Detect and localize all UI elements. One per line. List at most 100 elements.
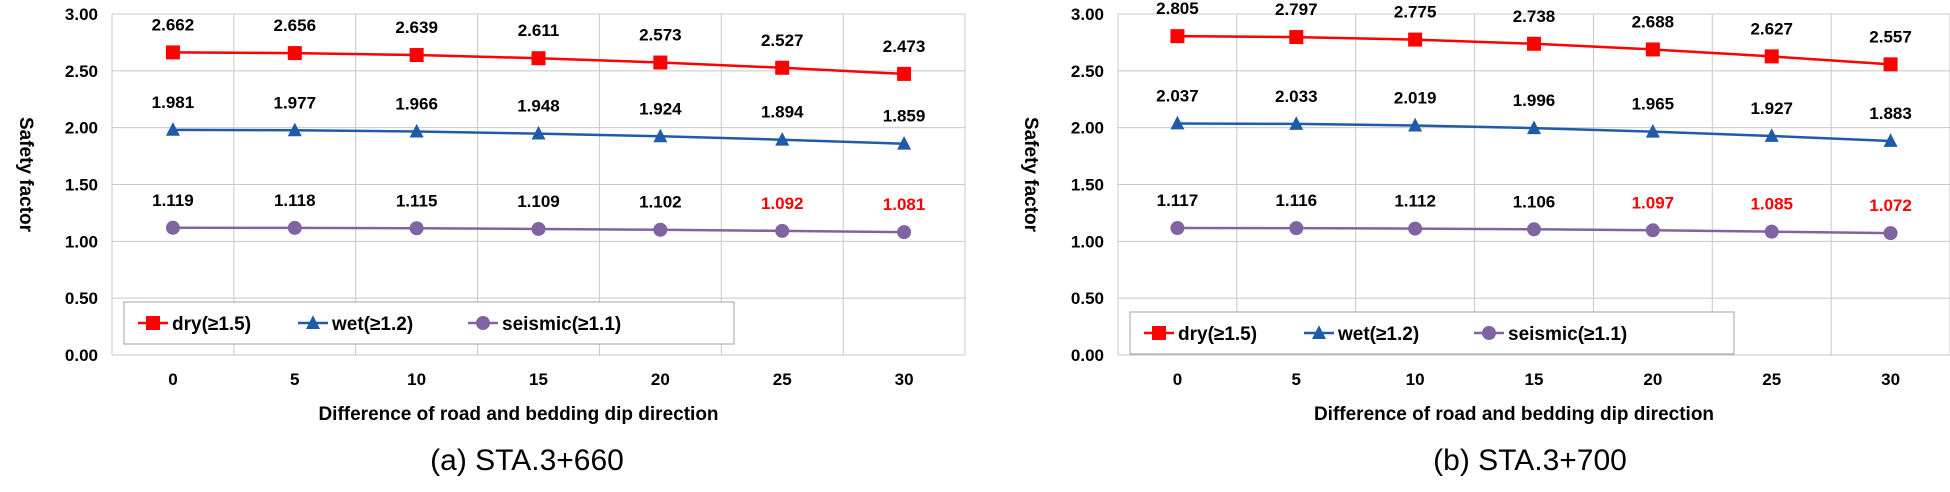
series-square: 2.662 2.656 2.639 2.611 2.573 2.527 2.473 <box>152 15 926 81</box>
figure-caption: (b) STA.3+700 <box>1433 444 1627 477</box>
y-tick-label: 2.00 <box>65 119 98 138</box>
data-label: 1.081 <box>883 195 926 214</box>
data-point <box>1764 224 1779 239</box>
data-point <box>1408 32 1423 47</box>
legend-label: wet(≥1.2) <box>331 314 413 335</box>
data-point <box>1645 223 1660 238</box>
legend: dry(≥1.5) wet(≥1.2) seismic(≥1.1) <box>123 301 735 345</box>
y-tick-label: 0.50 <box>65 289 98 308</box>
data-point <box>775 60 790 75</box>
data-point <box>653 222 668 237</box>
data-point <box>1408 221 1423 236</box>
y-axis-title: Safety factor <box>1020 117 1041 233</box>
data-point <box>409 221 424 236</box>
legend-marker <box>306 315 320 329</box>
x-tick-label: 0 <box>168 370 177 389</box>
data-label: 2.639 <box>395 18 438 37</box>
data-point <box>165 45 180 60</box>
data-label: 2.037 <box>1156 86 1199 105</box>
data-point <box>897 225 912 240</box>
y-tick-label: 2.00 <box>1071 119 1104 138</box>
y-tick-label: 1.50 <box>1071 176 1104 195</box>
y-tick-label: 2.50 <box>1071 62 1104 81</box>
data-label: 1.924 <box>639 99 682 118</box>
legend-marker <box>1152 326 1166 340</box>
series-square: 2.805 2.797 2.775 2.738 2.688 2.627 2.557 <box>1156 0 1912 72</box>
legend-label: wet(≥1.2) <box>1337 324 1419 345</box>
data-point <box>1289 30 1304 45</box>
data-point <box>1645 123 1660 138</box>
data-label: 1.115 <box>396 191 438 210</box>
legend-label: dry(≥1.5) <box>172 314 251 335</box>
data-point <box>165 122 180 136</box>
data-label: 1.072 <box>1869 196 1912 215</box>
data-label: 1.859 <box>883 107 926 126</box>
data-label: 2.473 <box>883 37 926 56</box>
y-tick-label: 3.00 <box>1071 5 1104 24</box>
legend-box <box>123 301 735 345</box>
data-label: 1.085 <box>1750 195 1793 214</box>
data-point <box>1170 115 1185 130</box>
x-tick-label: 5 <box>290 370 299 389</box>
series-circle: 1.119 1.118 1.115 1.109 1.102 1.092 1.081 <box>152 191 926 240</box>
data-label: 2.797 <box>1275 0 1318 19</box>
legend-label: dry(≥1.5) <box>1178 324 1257 345</box>
data-label: 2.805 <box>1156 0 1199 18</box>
data-point <box>775 132 790 146</box>
data-point <box>287 122 302 137</box>
data-point <box>1764 128 1779 142</box>
legend-marker <box>1312 325 1326 339</box>
y-tick-label: 1.00 <box>1071 232 1104 251</box>
data-point <box>1883 226 1898 241</box>
data-label: 1.965 <box>1632 95 1675 114</box>
x-tick-label: 25 <box>1762 370 1781 389</box>
data-point <box>653 128 668 143</box>
x-tick-label: 10 <box>1406 370 1425 389</box>
data-point <box>531 51 546 66</box>
chart-b: 0.00 0.50 1.00 1.50 2.00 2.50 3.00 0 5 10 15 20 25 30… <box>1020 0 1950 477</box>
data-label: 2.019 <box>1394 89 1437 108</box>
data-label: 2.656 <box>274 16 317 35</box>
data-point <box>1645 42 1660 57</box>
data-point <box>531 221 546 236</box>
y-tick-label: 1.50 <box>65 176 98 195</box>
x-tick-label: 5 <box>1292 370 1301 389</box>
data-point <box>1408 117 1423 132</box>
data-label: 1.112 <box>1394 192 1436 211</box>
data-label: 2.557 <box>1869 27 1912 46</box>
series-triangle: 1.981 1.977 1.966 1.948 1.924 1.894 1.859 <box>152 93 926 150</box>
data-label: 2.775 <box>1394 3 1437 22</box>
y-tick-label: 1.00 <box>65 232 98 251</box>
data-label: 1.894 <box>761 103 804 122</box>
data-point <box>775 223 790 238</box>
y-tick-label: 0.00 <box>1071 346 1104 365</box>
data-point <box>897 135 912 150</box>
legend-marker <box>1482 326 1496 340</box>
data-point <box>653 55 668 70</box>
data-point <box>1527 222 1541 237</box>
data-point <box>409 123 424 138</box>
legend: dry(≥1.5) wet(≥1.2) seismic(≥1.1) <box>1129 311 1735 355</box>
data-label: 2.688 <box>1632 12 1675 31</box>
data-label: 1.117 <box>1157 191 1199 210</box>
data-label: 2.527 <box>761 31 804 50</box>
legend-label: seismic(≥1.1) <box>1508 324 1627 345</box>
data-point <box>1289 116 1304 130</box>
data-label: 1.948 <box>517 97 560 116</box>
data-point <box>897 66 912 81</box>
data-point <box>287 220 302 235</box>
y-tick-label: 3.00 <box>65 5 98 24</box>
x-tick-label: 15 <box>529 370 548 389</box>
figure-caption: (a) STA.3+660 <box>430 444 624 477</box>
legend-label: seismic(≥1.1) <box>502 314 621 335</box>
data-label: 1.981 <box>152 93 195 112</box>
legend-marker <box>146 316 160 330</box>
data-label: 2.627 <box>1750 19 1793 38</box>
data-point <box>1527 120 1541 135</box>
data-label: 1.092 <box>761 194 804 213</box>
data-label: 2.611 <box>518 21 560 40</box>
data-point <box>1527 36 1541 51</box>
data-point <box>1883 133 1898 147</box>
data-point <box>1883 57 1898 72</box>
